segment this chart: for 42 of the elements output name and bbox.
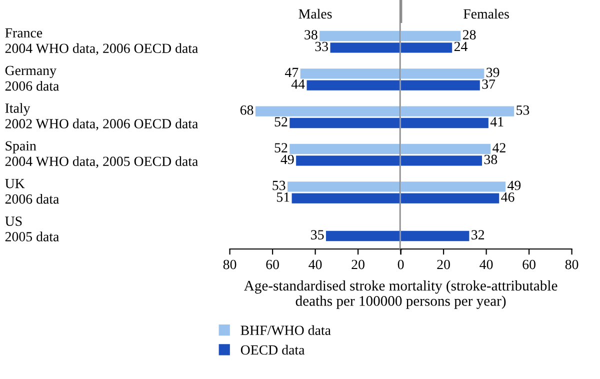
data-label: 53 (516, 105, 530, 115)
data-label: 38 (304, 30, 318, 40)
data-label: 46 (501, 192, 514, 202)
y-tick-label: Spain 2004 WHO data, 2005 OECD data (5, 141, 198, 168)
data-label: 38 (484, 154, 498, 164)
chart-title: Males (298, 8, 332, 19)
x-tick-label: 80 (223, 260, 236, 270)
data-label: 32 (472, 230, 484, 240)
data-label: 35 (311, 230, 324, 240)
x-tick-label: 20 (437, 260, 450, 270)
x-tick-label: 40 (308, 260, 322, 270)
data-label: 28 (462, 30, 476, 40)
data-label: 52 (274, 117, 288, 126)
x-tick-label: 0 (398, 260, 404, 270)
data-label: 37 (482, 79, 496, 89)
data-label: 53 (272, 180, 286, 190)
data-label: 39 (486, 68, 500, 78)
data-label: 68 (240, 105, 254, 115)
data-label: 49 (280, 154, 294, 164)
y-tick-label: France 2004 WHO data, 2006 OECD data (5, 28, 198, 56)
data-label: 33 (315, 42, 328, 52)
data-label: 41 (490, 117, 504, 126)
data-label: 52 (274, 143, 288, 152)
data-label: 51 (276, 192, 290, 202)
data-label: 42 (492, 143, 506, 152)
x-axis-title: Age-standardised stroke mortality (stroke-attributable deaths per 100000 persons per year) (244, 280, 558, 309)
chart-title: Females (464, 8, 509, 19)
x-tick-label: 40 (480, 260, 493, 270)
x-tick-label: 60 (266, 260, 279, 270)
legend-label: BHF/WHO data (240, 325, 331, 336)
x-tick-label: 20 (352, 260, 364, 270)
y-tick-label: Italy 2002 WHO data, 2006 OECD data (5, 103, 198, 130)
y-tick-label: Germany 2006 data (5, 66, 59, 91)
data-label: 47 (285, 68, 298, 77)
data-label: 24 (454, 42, 468, 52)
data-label: 49 (508, 180, 521, 190)
legend-label: OECD data (240, 344, 305, 355)
x-tick-label: 80 (565, 260, 578, 270)
data-label: 44 (291, 80, 305, 89)
y-tick-label: UK 2006 data (5, 179, 59, 204)
x-tick-label: 60 (522, 260, 536, 270)
y-tick-label: US 2005 data (5, 216, 59, 242)
